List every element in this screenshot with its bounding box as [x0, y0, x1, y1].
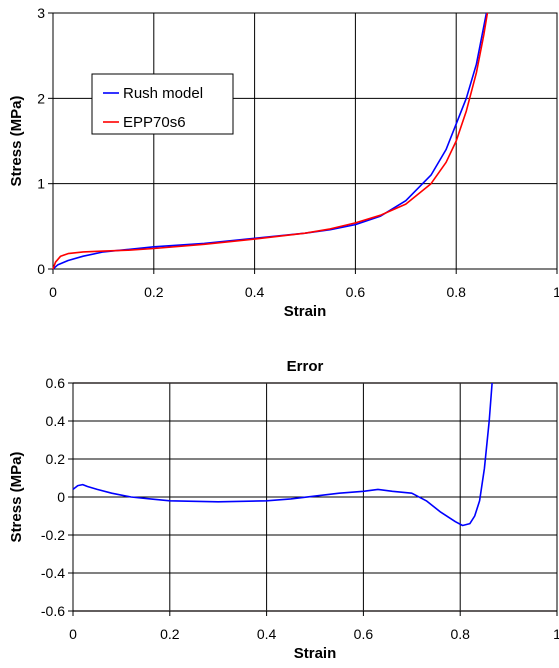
- plot-area-frame: [52, 12, 558, 270]
- y-axis-title: Stress (MPa): [8, 96, 25, 187]
- y-tick-label: 0.6: [46, 375, 66, 391]
- legend-box: [91, 73, 234, 135]
- x-tick-label: 0: [69, 626, 77, 642]
- x-tick-label: 1: [553, 284, 559, 300]
- x-tick-label: 1: [553, 626, 559, 642]
- legend: Rush model EPP70s6: [91, 73, 234, 135]
- y-tick-label: -0.6: [41, 603, 65, 619]
- x-tick-label: 0.2: [144, 284, 164, 300]
- chart-title: Error: [287, 358, 324, 375]
- x-tick-label: 0.2: [160, 626, 180, 642]
- series-line-rush-model: [52, 12, 488, 270]
- y-tick-label: 0: [37, 261, 45, 277]
- y-tick-label: 0: [57, 489, 65, 505]
- y-tick-label: -0.2: [41, 527, 65, 543]
- x-tick-label: 0: [49, 284, 57, 300]
- error-chart: Error -0.6 -0.4 -0.2 0 0.2 0.4 0.6 0 0.2 0.4 0.6 0.…: [8, 358, 559, 662]
- y-tick-label: -0.4: [41, 565, 65, 581]
- x-tick-label: 0.8: [450, 626, 470, 642]
- x-axis-title: Strain: [294, 645, 337, 662]
- x-tick-label: 0.6: [346, 284, 366, 300]
- y-tick-label: 2: [37, 90, 45, 106]
- x-tick-label: 0.6: [354, 626, 374, 642]
- plot-area-frame: [72, 382, 558, 612]
- y-tick-label: 1: [37, 176, 45, 192]
- x-tick-label: 0.4: [245, 284, 265, 300]
- x-tick-label: 0.4: [257, 626, 277, 642]
- stress-strain-chart: 0 1 2 3 0 0.2 0.4 0.6 0.8 1 Strain Stress (MPa) Rush…: [8, 5, 559, 320]
- y-axis-title: Stress (MPa): [8, 452, 25, 543]
- series-line-epp70s6: [52, 12, 489, 270]
- y-tick-label: 0.4: [46, 413, 66, 429]
- y-tick-label: 0.2: [46, 451, 66, 467]
- x-tick-label: 0.8: [446, 284, 466, 300]
- x-axis-title: Strain: [284, 303, 327, 320]
- series-line-1: [72, 382, 493, 527]
- legend-label: EPP70s6: [123, 114, 186, 131]
- y-tick-label: 3: [37, 5, 45, 21]
- legend-label: Rush model: [123, 85, 203, 102]
